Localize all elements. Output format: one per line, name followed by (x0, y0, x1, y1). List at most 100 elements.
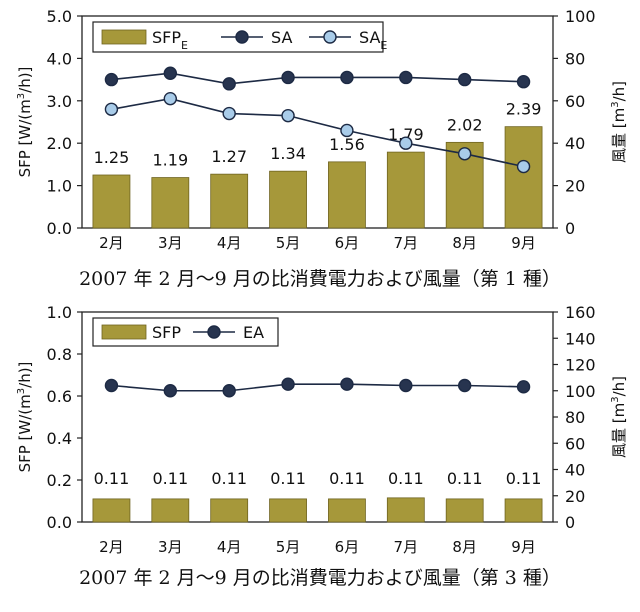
point-sa_e (340, 123, 354, 138)
x-tick-label: 8月 (452, 234, 477, 252)
bar-sfp_e (386, 151, 425, 229)
legend-label-sub: E (181, 39, 188, 52)
bar-value-label: 1.56 (329, 135, 365, 154)
y-tick-label: 0.6 (47, 387, 72, 406)
x-tick-label: 6月 (335, 234, 360, 252)
bar-value-label: 0.11 (153, 469, 189, 488)
point-sa (399, 70, 413, 85)
y-axis-title-sup: 3 (16, 388, 27, 394)
point-sa_e (222, 106, 236, 121)
bar-sfp_e (504, 126, 543, 229)
line-sa_e (111, 97, 524, 168)
x-tick-label: 3月 (158, 538, 183, 556)
y-tick-label: 0.2 (47, 471, 72, 490)
bar-sfp (210, 498, 249, 523)
y2-tick-label: 20 (565, 487, 585, 506)
figure-caption: 2007 年 2 月～9 月の比消費電力および風量（第 1 種） (79, 268, 561, 290)
legend-label: SFP (152, 323, 181, 342)
legend-label: SA (271, 28, 292, 47)
line-sa (111, 72, 524, 85)
legend-swatch-marker (207, 325, 221, 339)
line-ea (111, 383, 524, 392)
y-axis-title: SFP [W/(m3/h)] (16, 362, 34, 473)
legend-label-base: SFP (152, 323, 181, 342)
x-tick-label: 5月 (276, 234, 301, 252)
y2-tick-label: 20 (565, 177, 585, 196)
bar-sfp (92, 498, 131, 523)
x-tick-label: 9月 (511, 234, 536, 252)
point-sa_e (163, 91, 178, 106)
point-ea (516, 380, 531, 394)
y-tick-label: 3.0 (47, 92, 72, 111)
bar-sfp (386, 497, 425, 523)
x-tick-label: 3月 (158, 234, 183, 252)
x-tick-label: 2月 (99, 234, 124, 252)
x-tick-label: 6月 (335, 538, 360, 556)
bar-sfp_e (328, 161, 366, 229)
bar-sfp (269, 498, 307, 523)
y-tick-label: 2.0 (47, 134, 72, 153)
figure-caption: 2007 年 2 月～9 月の比消費電力および風量（第 3 種） (79, 567, 561, 589)
y-tick-label: 1.0 (47, 177, 72, 196)
y2-tick-label: 60 (565, 92, 585, 111)
y2-tick-label: 140 (565, 329, 596, 348)
y-tick-label: 0.0 (47, 513, 72, 532)
point-sa (340, 70, 354, 85)
point-ea (163, 384, 178, 398)
x-tick-label: 5月 (276, 538, 301, 556)
y2-axis-title: 風量 [m3/h] (610, 376, 628, 458)
point-sa (281, 70, 295, 85)
y2-tick-label: 40 (565, 134, 585, 153)
legend-label-base: SFP (152, 28, 181, 47)
y2-tick-label: 80 (565, 408, 585, 427)
legend-label: EA (243, 323, 264, 342)
x-tick-label: 4月 (217, 234, 242, 252)
y2-tick-label: 120 (565, 356, 596, 375)
bar-sfp (151, 498, 190, 523)
bar-sfp_e (151, 177, 190, 229)
y-axis-title-sup: 3 (16, 93, 27, 99)
point-sa_e (281, 108, 295, 123)
y-axis-title-part: /h)] (16, 67, 34, 93)
legend-label-sub: E (380, 39, 387, 52)
y2-axis-title-sup: 3 (610, 101, 621, 107)
plot-area (81, 15, 554, 229)
point-ea (104, 378, 119, 393)
point-ea (399, 378, 413, 393)
x-tick-label: 2月 (99, 538, 124, 556)
legend-label: SFPE (152, 28, 188, 52)
y2-axis-title-part: 風量 [m (610, 108, 628, 163)
y-axis-title: SFP [W/(m3/h)] (16, 67, 34, 178)
legend-label-base: EA (243, 323, 264, 342)
bar-value-label: 0.11 (506, 469, 542, 488)
bar-sfp (504, 498, 543, 523)
point-sa (163, 66, 178, 80)
y2-tick-label: 160 (565, 303, 596, 322)
bar-value-label: 1.79 (388, 125, 424, 144)
legend-label: SAE (359, 28, 387, 52)
y2-tick-label: 60 (565, 434, 585, 453)
y2-tick-label: 80 (565, 49, 585, 68)
point-sa_e (399, 136, 413, 150)
x-tick-label: 8月 (452, 538, 477, 556)
y-tick-label: 5.0 (47, 7, 72, 26)
point-ea (340, 377, 354, 391)
y2-axis-title-part: /h] (610, 81, 628, 101)
legend-swatch-marker (323, 30, 337, 44)
bar-value-label: 1.27 (211, 147, 247, 166)
bar-value-label: 1.25 (94, 148, 130, 167)
y-axis-title-part: /h)] (16, 362, 34, 388)
point-sa_e (516, 159, 531, 174)
bar-value-label: 0.11 (94, 469, 130, 488)
y2-axis-title-part: /h] (610, 376, 628, 396)
bar-value-label: 1.19 (153, 151, 189, 170)
bar-value-label: 0.11 (329, 469, 365, 488)
bar-value-label: 0.11 (447, 469, 483, 488)
bar-value-label: 0.11 (270, 469, 306, 488)
legend-label-base: SA (271, 28, 292, 47)
bar-sfp (328, 498, 366, 523)
y2-tick-label: 100 (565, 382, 596, 401)
y-tick-label: 4.0 (47, 49, 72, 68)
point-ea (457, 378, 472, 393)
point-ea (222, 384, 236, 398)
